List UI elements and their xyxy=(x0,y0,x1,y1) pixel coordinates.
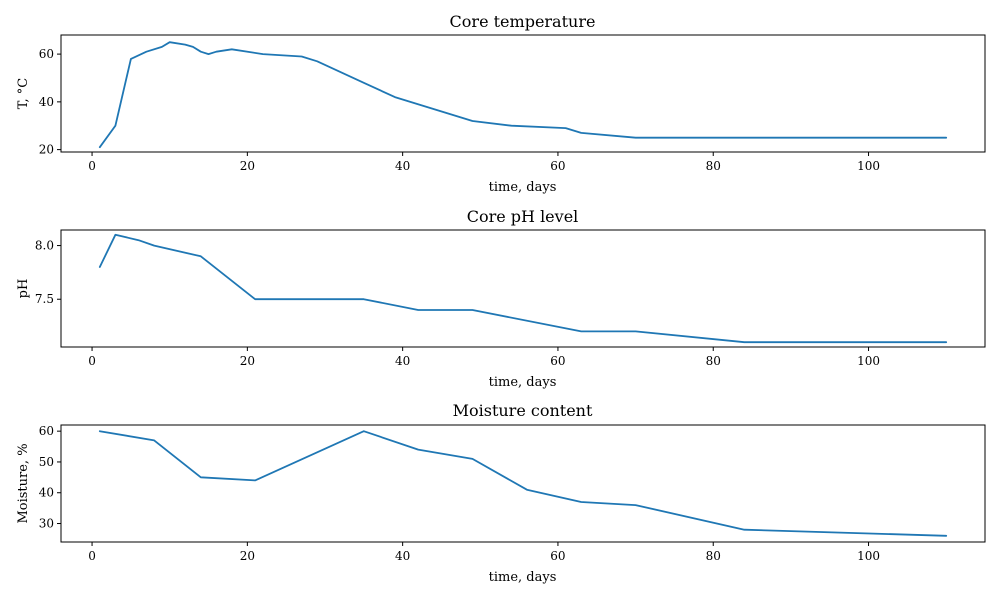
x-axis-label: time, days xyxy=(489,570,557,585)
y-tick-label: 40 xyxy=(39,486,54,500)
x-tick-label: 60 xyxy=(550,354,565,368)
y-tick-label: 20 xyxy=(39,143,54,157)
y-tick-label: 8.0 xyxy=(35,239,54,253)
ticks: 0 20 40 60 80 100 7.5 8.0 xyxy=(35,239,880,368)
chart-title: Core pH level xyxy=(467,207,579,226)
plot-frame xyxy=(60,34,986,153)
ticks: 0 20 40 60 80 100 20 40 60 xyxy=(39,47,880,173)
y-tick-label: 7.5 xyxy=(35,292,54,306)
x-axis-label: time, days xyxy=(489,180,557,195)
y-tick-label: 40 xyxy=(39,95,54,109)
x-tick-label: 80 xyxy=(706,549,721,563)
series-line xyxy=(98,41,948,149)
ticks: 0 20 40 60 80 100 30 40 50 60 xyxy=(39,424,880,563)
plot-frame xyxy=(60,229,986,348)
x-tick-label: 100 xyxy=(857,549,880,563)
x-tick-label: 40 xyxy=(395,354,410,368)
y-tick-label: 60 xyxy=(39,424,54,438)
x-tick-label: 80 xyxy=(706,354,721,368)
chart-title: Core temperature xyxy=(450,12,596,31)
plot-frame xyxy=(60,424,986,543)
series-line xyxy=(98,430,948,537)
x-tick-label: 0 xyxy=(88,354,96,368)
series-line xyxy=(98,233,948,344)
x-tick-label: 0 xyxy=(88,159,96,173)
x-tick-label: 20 xyxy=(240,549,255,563)
y-axis-label: T, °C xyxy=(16,78,31,110)
x-tick-label: 40 xyxy=(395,549,410,563)
x-tick-label: 40 xyxy=(395,159,410,173)
y-axis-label: pH xyxy=(16,279,31,299)
panel-core-ph-level: Core pH level pH time, days 0 20 40 60 80 100… xyxy=(16,207,986,390)
x-tick-label: 20 xyxy=(240,354,255,368)
x-axis-label: time, days xyxy=(489,375,557,390)
x-tick-label: 100 xyxy=(857,354,880,368)
x-tick-label: 100 xyxy=(857,159,880,173)
x-tick-label: 60 xyxy=(550,549,565,563)
y-tick-label: 60 xyxy=(39,47,54,61)
chart-title: Moisture content xyxy=(453,401,593,420)
panel-core-temperature: Core temperature T, °C time, days 0 20 40 6… xyxy=(16,12,986,195)
x-tick-label: 0 xyxy=(88,549,96,563)
y-tick-label: 50 xyxy=(39,455,54,469)
y-axis-label: Moisture, % xyxy=(16,443,31,523)
x-tick-label: 80 xyxy=(706,159,721,173)
x-tick-label: 20 xyxy=(240,159,255,173)
x-tick-label: 60 xyxy=(550,159,565,173)
panel-moisture-content: Moisture content Moisture, % time, days … xyxy=(16,401,986,585)
y-tick-label: 30 xyxy=(39,517,54,531)
